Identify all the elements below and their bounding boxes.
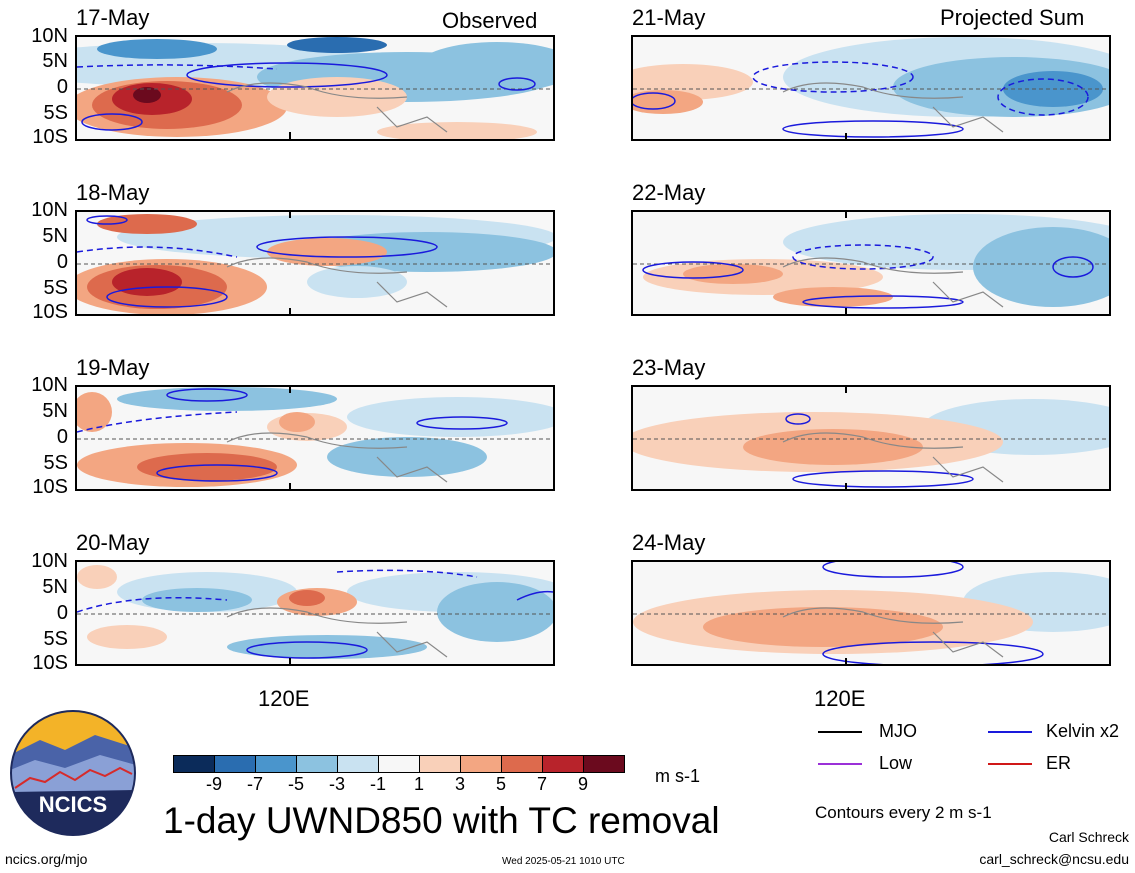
colorbar-bin	[460, 755, 502, 773]
panel-date-label: 19-May	[76, 355, 150, 380]
panel-date-label: 22-May	[632, 180, 706, 205]
lat-label: 0	[56, 426, 68, 448]
panel-date-label: 20-May	[76, 530, 150, 555]
colorbar-label: -5	[287, 774, 304, 794]
map-panel	[75, 35, 555, 141]
author-email[interactable]: carl_schreck@ncsu.edu	[979, 851, 1129, 867]
lat-label: 0	[56, 76, 68, 98]
colorbar-label: -7	[246, 774, 263, 794]
colorbar-bin	[214, 755, 256, 773]
map-panel	[75, 385, 555, 491]
map-panel	[631, 560, 1111, 666]
lat-label: 10S	[32, 301, 68, 323]
legend-label-er: ER	[1046, 753, 1072, 773]
lon-label: 120E	[258, 686, 310, 711]
wind-field-map	[633, 37, 1109, 139]
colorbar-label: 1	[413, 774, 424, 794]
colorbar-label: 3	[454, 774, 465, 794]
colorbar-bin	[296, 755, 338, 773]
lat-label: 5N	[42, 225, 68, 247]
lat-label: 5N	[42, 400, 68, 422]
legend-label-kelvin: Kelvin x2	[1046, 721, 1120, 741]
wind-field-map	[77, 212, 553, 314]
lat-label: 5S	[43, 277, 68, 299]
lat-label: 10N	[31, 25, 68, 47]
lat-label: 5S	[43, 628, 68, 650]
legend-label-low: Low	[879, 753, 913, 773]
map-panel	[75, 560, 555, 666]
lat-label: 5N	[42, 50, 68, 72]
contour-note: Contours every 2 m s-1	[815, 803, 992, 822]
author-name: Carl Schreck	[1048, 829, 1129, 845]
wind-field-map	[77, 37, 553, 139]
legend-swatch-low	[818, 763, 862, 765]
panel-date-label: 21-May	[632, 5, 706, 30]
map-panel	[631, 385, 1111, 491]
legend-label-mjo: MJO	[879, 721, 917, 741]
colorbar-bin	[542, 755, 584, 773]
colorbar-label: -3	[328, 774, 345, 794]
legend-swatch-kelvin	[988, 731, 1032, 733]
colorbar-bin	[255, 755, 297, 773]
wind-field-map	[77, 387, 553, 489]
lat-label: 10N	[31, 374, 68, 396]
lat-label: 0	[56, 251, 68, 273]
lat-label: 0	[56, 602, 68, 624]
map-panel	[631, 210, 1111, 316]
colorbar-labels: -9 -7 -5 -3 -1 1 3 5 7 9	[173, 774, 625, 796]
colorbar-bin	[173, 755, 215, 773]
panel-date-label: 17-May	[76, 5, 150, 30]
observed-title: Observed	[442, 8, 538, 33]
lat-label: 10N	[31, 550, 68, 572]
ncics-logo: NCICS	[10, 710, 136, 836]
colorbar-label: -1	[369, 774, 386, 794]
wind-field-map	[77, 562, 553, 664]
map-panel	[631, 35, 1111, 141]
colorbar-bin	[583, 755, 625, 773]
panel-date-label: 24-May	[632, 530, 706, 555]
colorbar-label: 5	[495, 774, 506, 794]
colorbar-bin	[378, 755, 420, 773]
wind-field-map	[633, 562, 1109, 664]
projected-sum-title: Projected Sum	[940, 5, 1085, 30]
lat-label: 10N	[31, 199, 68, 221]
timestamp: Wed 2025-05-21 1010 UTC	[502, 856, 625, 867]
legend-swatch-er	[988, 763, 1032, 765]
lat-label: 10S	[32, 126, 68, 148]
colorbar-bin	[419, 755, 461, 773]
colorbar-units: m s-1	[655, 766, 700, 786]
colorbar-label: 9	[577, 774, 588, 794]
logo-text: NCICS	[39, 792, 107, 817]
wind-field-map	[633, 212, 1109, 314]
panel-date-label: 18-May	[76, 180, 150, 205]
lat-label: 10S	[32, 476, 68, 498]
lat-label: 5N	[42, 576, 68, 598]
legend-swatch-mjo	[818, 731, 862, 733]
colorbar	[173, 755, 625, 773]
colorbar-bin	[501, 755, 543, 773]
wind-field-map	[633, 387, 1109, 489]
colorbar-label: 7	[536, 774, 547, 794]
panel-date-label: 23-May	[632, 355, 706, 380]
lon-label: 120E	[814, 686, 866, 711]
main-title: 1-day UWND850 with TC removal	[163, 800, 720, 841]
colorbar-bin	[337, 755, 379, 773]
lat-label: 5S	[43, 452, 68, 474]
lat-label: 10S	[32, 652, 68, 674]
lat-label: 5S	[43, 102, 68, 124]
map-panel	[75, 210, 555, 316]
colorbar-label: -9	[205, 774, 222, 794]
site-link[interactable]: ncics.org/mjo	[5, 851, 88, 867]
